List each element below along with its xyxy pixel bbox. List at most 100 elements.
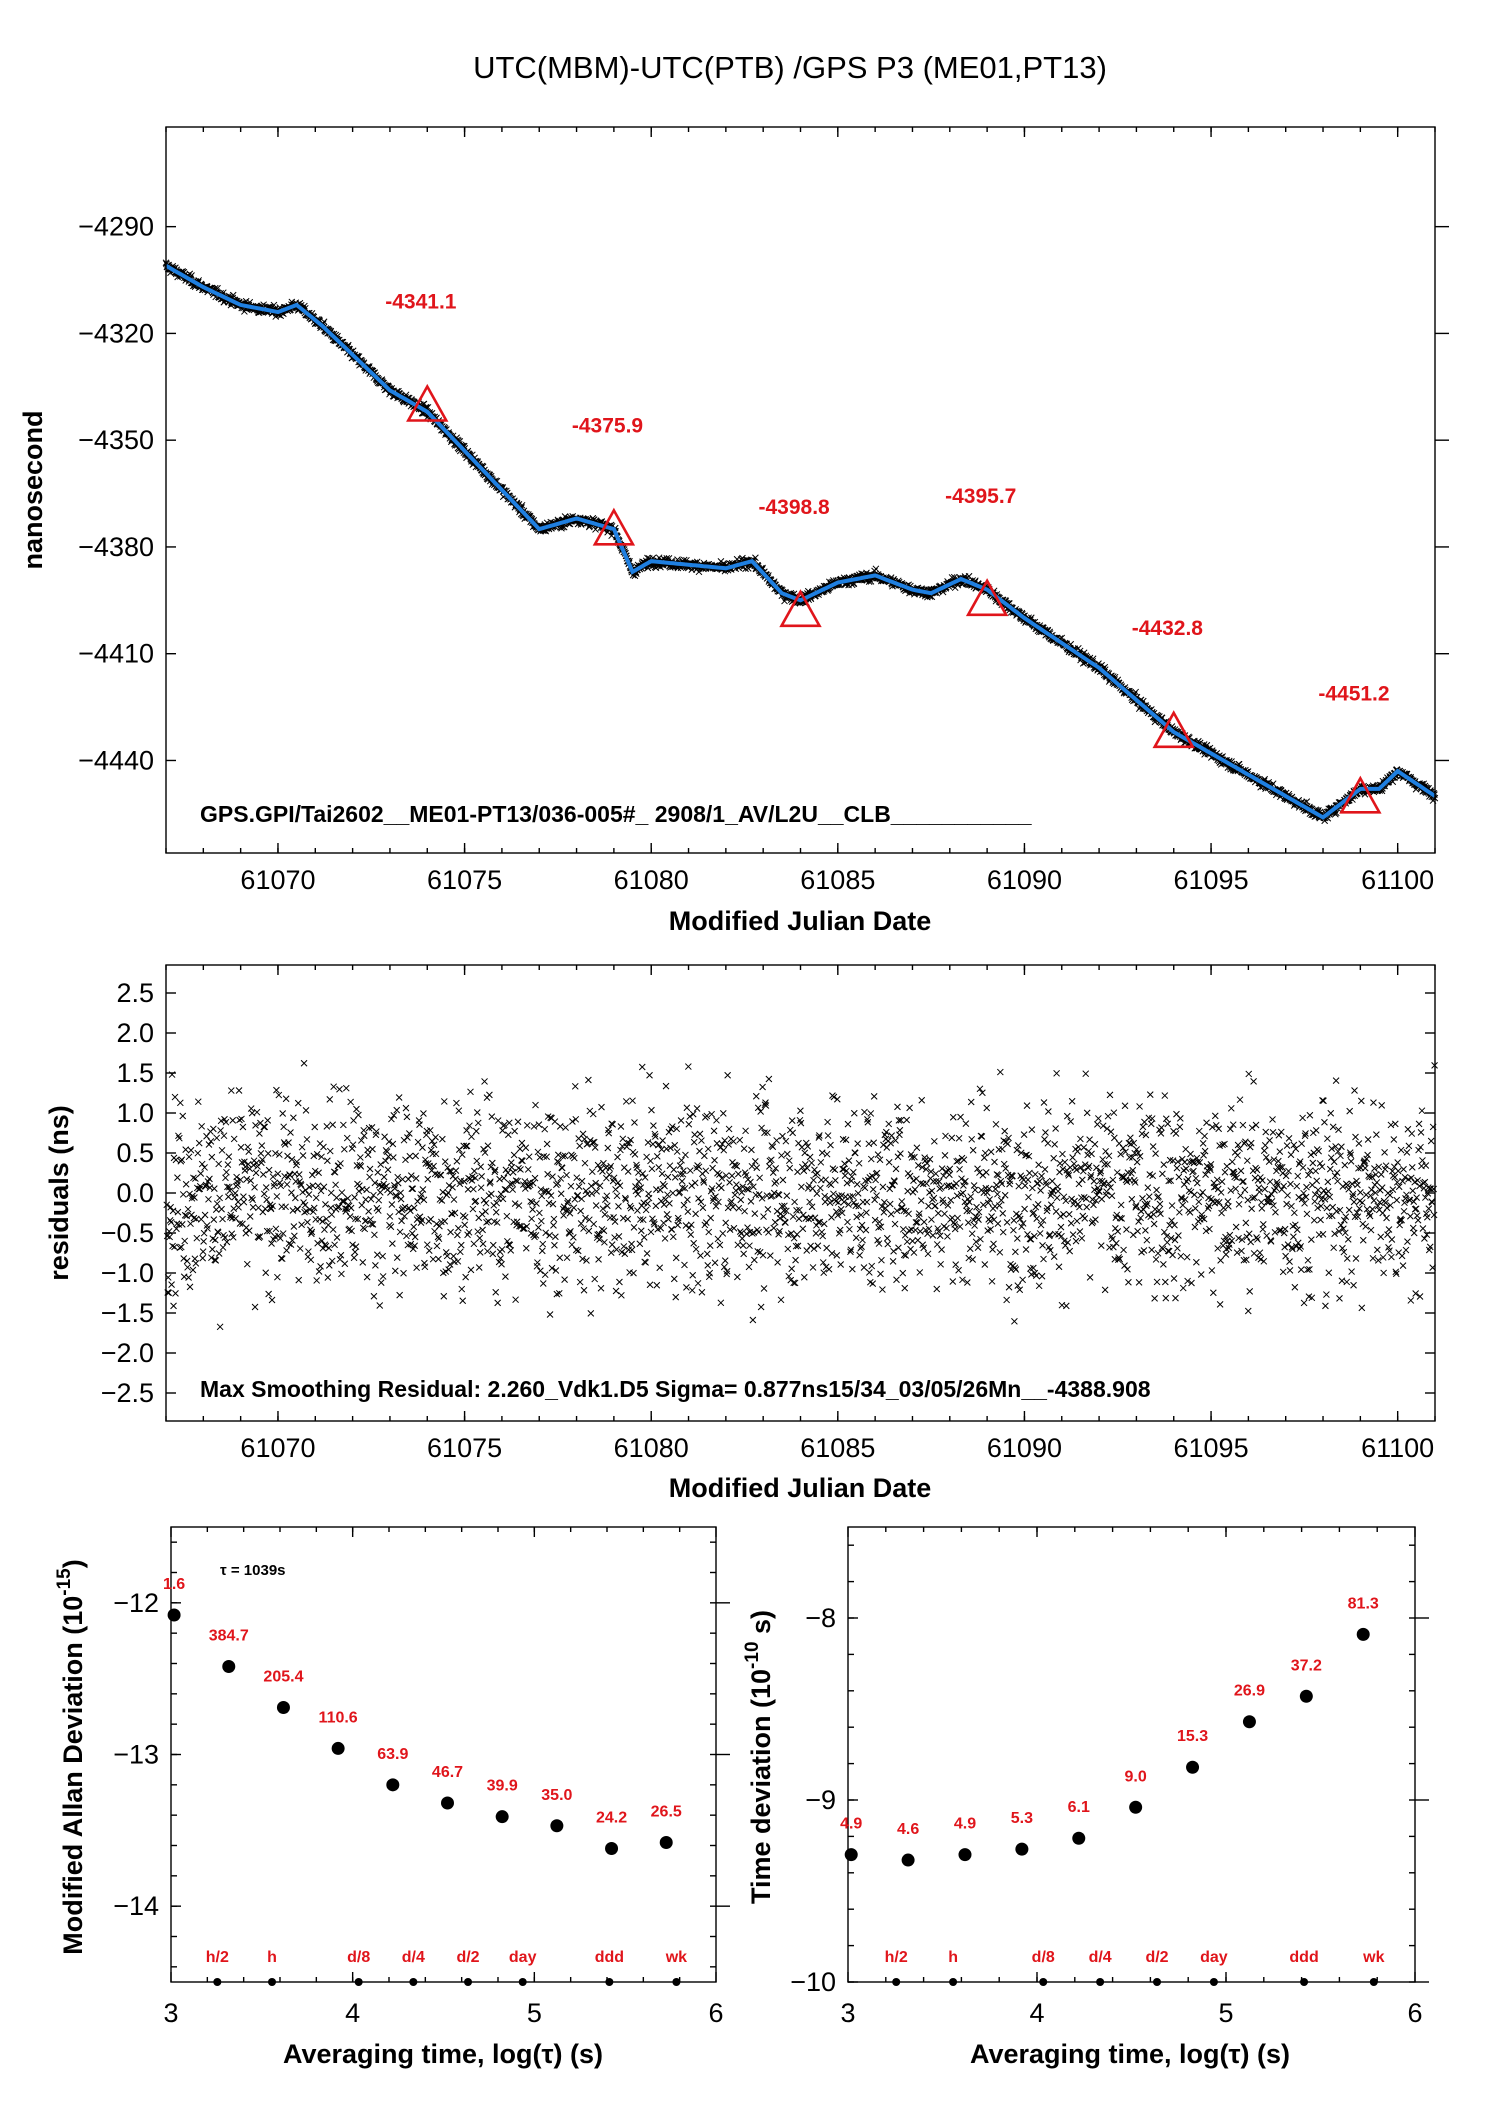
residual-point: [975, 1216, 982, 1224]
residual-point: [560, 1212, 567, 1219]
residual-point: [891, 1178, 898, 1185]
residual-point: [759, 1083, 766, 1091]
residual-point: [387, 1223, 395, 1231]
marker-triangle: [779, 589, 822, 628]
residual-point: [607, 1249, 615, 1256]
residual-point: [532, 1232, 540, 1239]
residual-point: [933, 1285, 941, 1293]
residual-point: [225, 1193, 232, 1201]
residual-point: [578, 1195, 585, 1203]
residual-point: [260, 1123, 268, 1131]
residual-point: [243, 1175, 251, 1183]
residual-point: [532, 1101, 539, 1109]
data-cross: [872, 565, 880, 573]
residual-point: [595, 1230, 603, 1238]
residual-point: [1055, 1263, 1063, 1271]
residual-point: [184, 1205, 192, 1213]
residual-point: [833, 1252, 841, 1259]
residual-point: [478, 1210, 486, 1218]
residual-point: [513, 1218, 521, 1226]
residual-point: [848, 1173, 856, 1181]
residual-point: [810, 1245, 818, 1253]
residual-point: [276, 1234, 284, 1242]
residual-point: [956, 1165, 963, 1173]
residual-point: [663, 1210, 671, 1218]
residual-point: [167, 1203, 174, 1211]
residual-point: [182, 1180, 190, 1188]
residual-point: [221, 1234, 229, 1242]
residual-point: [422, 1160, 430, 1167]
residual-point: [298, 1221, 305, 1229]
residual-point: [1011, 1317, 1018, 1325]
residual-point: [692, 1210, 699, 1218]
residual-point: [329, 1121, 337, 1129]
residual-point: [742, 1127, 749, 1135]
residual-point: [279, 1230, 287, 1237]
residual-point: [589, 1139, 597, 1146]
residual-point: [1143, 1202, 1150, 1210]
residual-point: [783, 1207, 790, 1215]
residual-point: [741, 1207, 748, 1215]
residual-point: [1047, 1201, 1055, 1209]
residual-point: [192, 1175, 199, 1182]
residual-point: [750, 1256, 758, 1264]
residual-point: [361, 1225, 369, 1233]
residual-point: [1039, 1242, 1046, 1249]
residual-point: [370, 1191, 377, 1199]
residual-point: [846, 1225, 853, 1233]
residual-point: [639, 1170, 647, 1177]
residual-point: [185, 1153, 193, 1161]
residual-point: [1010, 1217, 1018, 1224]
residual-point: [1048, 1177, 1056, 1185]
residual-point: [906, 1104, 913, 1112]
residual-point: [723, 1270, 731, 1278]
residual-point: [259, 1208, 267, 1216]
residual-point: [946, 1171, 953, 1179]
residual-point: [1045, 1108, 1052, 1115]
residual-point: [963, 1279, 971, 1286]
residual-point: [329, 1226, 337, 1233]
residual-point: [1083, 1109, 1091, 1117]
residual-point: [502, 1273, 509, 1281]
residual-point: [684, 1208, 692, 1215]
residual-point: [738, 1189, 746, 1196]
residual-point: [216, 1323, 224, 1331]
x-tick-label: 61070: [240, 865, 315, 895]
residual-point: [605, 1171, 613, 1179]
residual-point: [897, 1116, 905, 1124]
residual-point: [498, 1246, 506, 1253]
residual-point: [363, 1186, 371, 1194]
residual-point: [814, 1169, 821, 1177]
residual-point: [594, 1231, 601, 1239]
residual-point: [519, 1157, 526, 1165]
residual-point: [1067, 1118, 1075, 1125]
residual-point: [873, 1192, 880, 1199]
residual-point: [571, 1082, 579, 1090]
residual-point: [223, 1238, 231, 1246]
residual-point: [212, 1257, 220, 1264]
residual-point: [385, 1138, 393, 1146]
residual-point: [418, 1191, 425, 1198]
residual-point: [954, 1157, 962, 1165]
residual-point: [803, 1164, 811, 1172]
residual-point: [187, 1146, 195, 1154]
residual-point: [542, 1229, 550, 1237]
residual-point: [769, 1143, 777, 1151]
residual-point: [1102, 1147, 1109, 1155]
residual-point: [414, 1138, 422, 1146]
residual-point: [335, 1203, 343, 1211]
residual-point: [734, 1170, 742, 1178]
residual-point: [536, 1209, 543, 1217]
annotation-label: -4432.8: [1132, 617, 1204, 640]
residual-point: [660, 1201, 668, 1208]
residual-point: [859, 1236, 866, 1244]
residual-point: [1053, 1194, 1061, 1202]
residual-point: [314, 1239, 321, 1247]
residual-point: [808, 1203, 816, 1211]
residual-point: [265, 1290, 272, 1298]
residual-point: [536, 1154, 544, 1161]
residual-point: [491, 1166, 499, 1174]
residual-point: [649, 1215, 656, 1223]
residual-point: [912, 1226, 919, 1234]
residual-point: [1081, 1214, 1089, 1222]
